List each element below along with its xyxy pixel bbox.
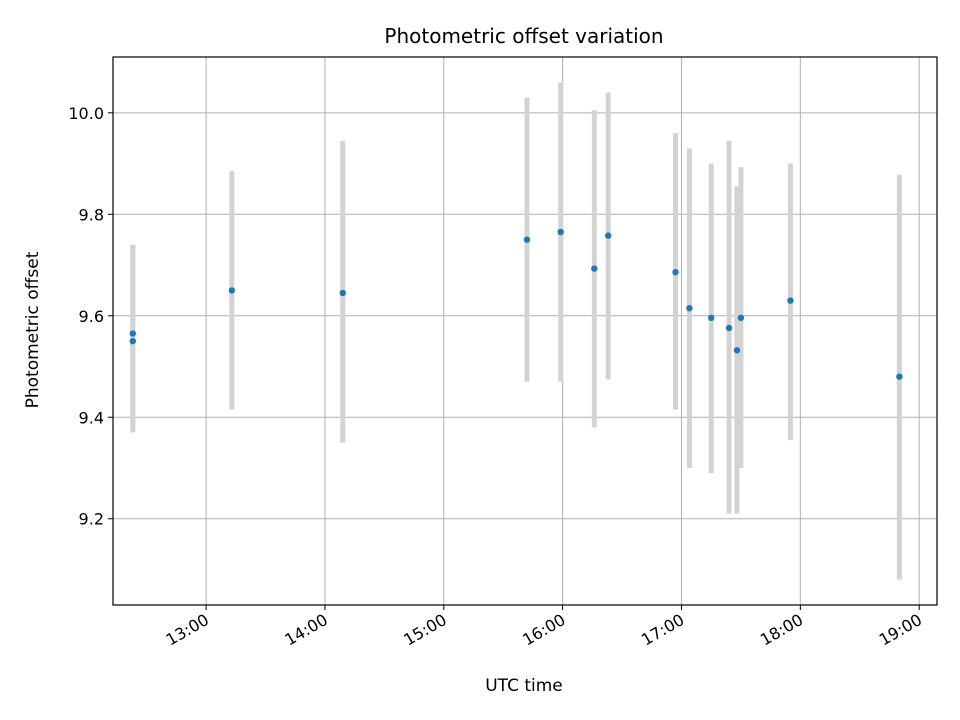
data-point bbox=[686, 304, 693, 312]
y-tick-label: 10.0 bbox=[68, 104, 104, 123]
y-tick-label: 9.6 bbox=[79, 307, 104, 326]
data-point bbox=[339, 289, 346, 297]
data-point bbox=[737, 314, 745, 322]
data-point bbox=[523, 236, 531, 243]
data-point bbox=[591, 265, 598, 272]
y-tick-label: 9.2 bbox=[79, 510, 104, 529]
y-tick-label: 9.8 bbox=[79, 205, 104, 224]
data-point bbox=[896, 373, 903, 380]
plot-area-frame bbox=[112, 56, 938, 606]
data-point bbox=[672, 268, 679, 276]
grid bbox=[113, 57, 937, 605]
data-point bbox=[228, 287, 236, 294]
data-point bbox=[129, 337, 137, 345]
data-point bbox=[557, 228, 564, 236]
data-point bbox=[129, 330, 137, 337]
data-point bbox=[725, 324, 733, 332]
data-point bbox=[707, 314, 715, 322]
y-tick-label: 9.4 bbox=[79, 408, 104, 427]
data-points bbox=[129, 228, 903, 380]
data-point bbox=[604, 232, 612, 239]
data-point bbox=[787, 297, 794, 304]
chart-title: Photometric offset variation bbox=[384, 24, 663, 48]
y-axis-label: Photometric offset bbox=[23, 251, 43, 408]
x-axis-label: UTC time bbox=[485, 676, 563, 696]
data-point bbox=[733, 347, 741, 354]
